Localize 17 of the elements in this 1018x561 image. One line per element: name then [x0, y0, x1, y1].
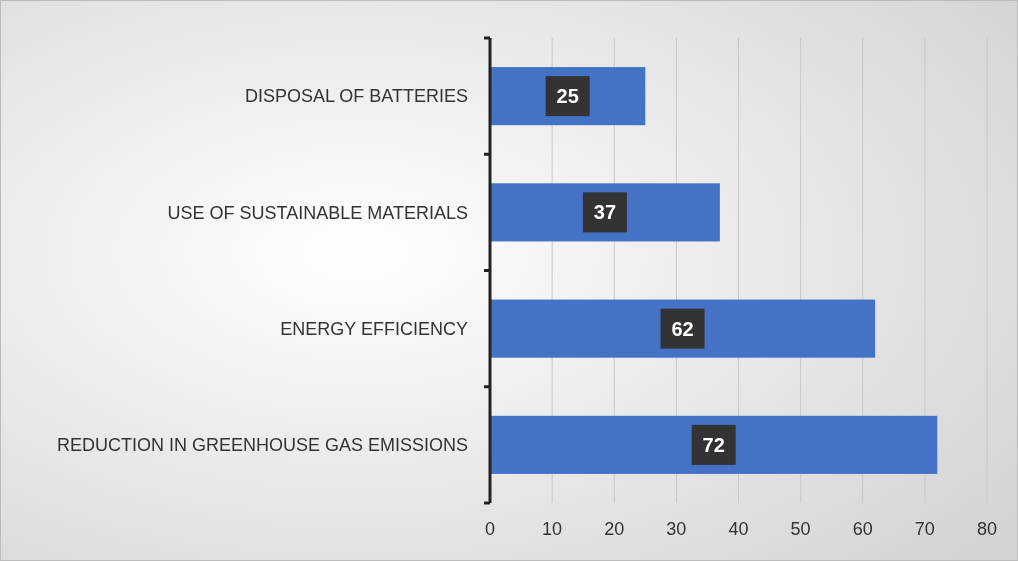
x-tick-label: 30 [666, 519, 687, 540]
data-label: 25 [556, 85, 579, 108]
x-tick-label: 20 [604, 519, 625, 540]
x-tick-label: 70 [914, 519, 935, 540]
y-tick-label: USE OF SUSTAINABLE MATERIALS [167, 202, 468, 223]
y-tick-label: DISPOSAL OF BATTERIES [244, 86, 468, 107]
data-label: 72 [702, 433, 725, 456]
x-tick-label: 10 [542, 519, 563, 540]
x-tick-label: 0 [484, 519, 496, 540]
x-tick-label: 40 [728, 519, 749, 540]
y-tick-label: ENERGY EFFICIENCY [280, 318, 468, 339]
data-label: 37 [593, 201, 617, 224]
x-tick-label: 80 [976, 519, 998, 540]
x-tick-label: 50 [790, 519, 811, 540]
x-tick-label: 60 [852, 519, 873, 540]
y-tick-label: REDUCTION IN GREENHOUSE GAS EMISSIONS [56, 435, 468, 456]
data-label: 62 [671, 317, 694, 340]
